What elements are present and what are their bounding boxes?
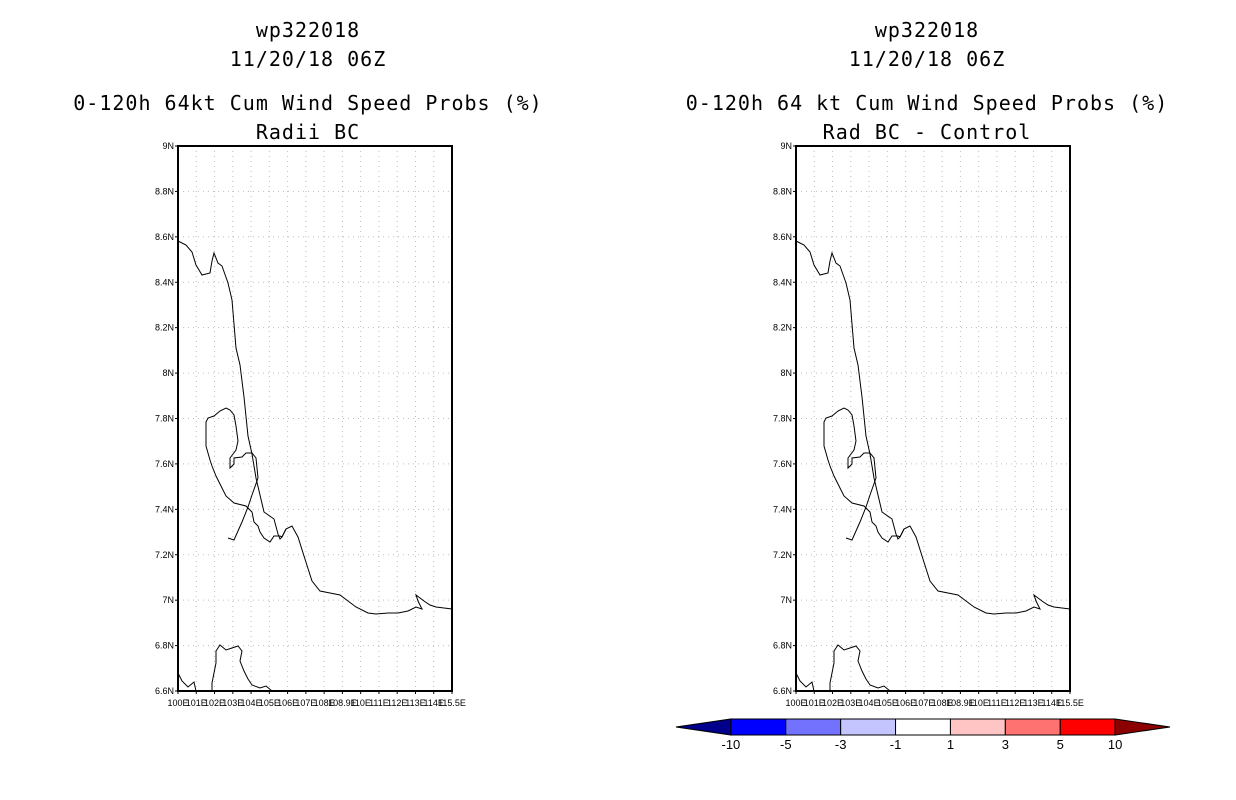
colorbar-label: 10	[1108, 737, 1122, 752]
x-tick-label: 103E	[222, 698, 243, 708]
x-tick-label: 108.9E	[328, 698, 357, 708]
y-tick-label: 7.8N	[773, 414, 792, 424]
y-tick-label: 7.6N	[773, 459, 792, 469]
colorbar-label: -1	[890, 737, 902, 752]
colorbar-swatch	[1004, 718, 1061, 736]
x-tick-label: 115.5E	[438, 698, 466, 708]
coastline	[177, 240, 453, 615]
x-tick-label: 108.9E	[946, 698, 975, 708]
x-tick-label: 108E	[314, 698, 335, 708]
y-tick-label: 9N	[162, 141, 174, 151]
colorbar-label: 1	[947, 737, 954, 752]
y-tick-label: 7.4N	[155, 504, 174, 514]
y-tick-label: 8.4N	[773, 277, 792, 287]
y-tick-label: 8.2N	[773, 323, 792, 333]
y-tick-label: 6.6N	[773, 686, 792, 696]
coastline	[795, 240, 1071, 615]
panel-2-storm-id: wp322018	[874, 18, 980, 42]
x-tick-label: 114E	[424, 698, 444, 708]
colorbar-max-arrow	[1114, 718, 1171, 736]
x-tick-label: 106E	[277, 698, 298, 708]
y-tick-label: 8.6N	[773, 232, 792, 242]
x-tick-label: 115.5E	[1056, 698, 1084, 708]
x-tick-label: 101E	[804, 698, 825, 708]
x-tick-label: 100E	[167, 698, 188, 708]
panel-1-subtitle: Radii BC	[255, 120, 361, 144]
x-tick-label: 114E	[1042, 698, 1062, 708]
x-tick-label: 107E	[295, 698, 316, 708]
y-tick-label: 7.2N	[773, 550, 792, 560]
panel-2-title-block: wp322018 11/20/18 06Z	[618, 16, 1236, 74]
coastline	[829, 644, 891, 692]
y-tick-label: 8.8N	[155, 186, 174, 196]
panel-1-datetime: 11/20/18 06Z	[229, 47, 387, 71]
x-tick-label: 105E	[877, 698, 898, 708]
y-tick-label: 7N	[780, 595, 792, 605]
panel-2-subtitle: Rad BC - Control	[822, 120, 1032, 144]
y-tick-label: 9N	[780, 141, 792, 151]
panel-1-title: 0-120h 64kt Cum Wind Speed Probs (%) Rad…	[0, 89, 616, 147]
x-tick-label: 110E	[350, 698, 370, 708]
colorbar-swatch	[949, 718, 1006, 736]
colorbar-label: -10	[721, 737, 740, 752]
x-tick-label: 103E	[840, 698, 861, 708]
y-tick-label: 6.8N	[155, 641, 174, 651]
coastline	[211, 644, 273, 692]
colorbar-swatch	[895, 718, 951, 736]
y-tick-label: 8N	[162, 368, 174, 378]
y-tick-label: 8N	[780, 368, 792, 378]
y-tick-label: 7.2N	[155, 550, 174, 560]
y-tick-label: 7N	[162, 595, 174, 605]
panel-2-title: 0-120h 64 kt Cum Wind Speed Probs (%) Ra…	[618, 89, 1236, 147]
y-tick-label: 6.6N	[155, 686, 174, 696]
x-tick-label: 104E	[241, 698, 262, 708]
colorbar: -10 -5 -3 -1 1 3 5 10	[675, 718, 1171, 752]
coastline	[795, 672, 815, 692]
x-tick-label: 111E	[369, 698, 389, 708]
colorbar-label: -5	[780, 737, 792, 752]
y-tick-label: 8.4N	[155, 277, 174, 287]
panel-2-product: 0-120h 64 kt Cum Wind Speed Probs (%)	[685, 91, 1169, 115]
x-tick-label: 111E	[987, 698, 1007, 708]
map-panel-2: 9N 8.8N 8.6N 8.4N 8.2N 8N 7.8N 7.6N 7.4N 7.2N 7N 6.…	[773, 141, 1084, 708]
x-tick-label: 100E	[785, 698, 806, 708]
colorbar-swatch	[1059, 718, 1116, 736]
y-tick-label: 7.6N	[155, 459, 174, 469]
map-panel-1: 9N 8.8N 8.6N 8.4N 8.2N 8N 7.8N 7.6N 7.4N 7.2N 7N 6.…	[155, 141, 466, 708]
colorbar-swatch	[840, 718, 897, 736]
y-tick-label: 6.8N	[773, 641, 792, 651]
x-tick-label: 107E	[913, 698, 934, 708]
x-tick-label: 102E	[822, 698, 843, 708]
panel-2-datetime: 11/20/18 06Z	[848, 47, 1006, 71]
x-tick-label: 101E	[186, 698, 207, 708]
y-tick-label: 7.4N	[773, 504, 792, 514]
x-tick-label: 110E	[968, 698, 988, 708]
x-tick-label: 112E	[387, 698, 407, 708]
x-tick-label: 104E	[859, 698, 880, 708]
x-tick-label: 102E	[204, 698, 225, 708]
coastline	[177, 672, 197, 692]
y-tick-label: 8.6N	[155, 232, 174, 242]
y-tick-label: 8.2N	[155, 323, 174, 333]
x-tick-label: 113E	[405, 698, 425, 708]
coastline	[823, 407, 905, 543]
x-tick-label: 108E	[932, 698, 953, 708]
coastline	[205, 407, 287, 543]
x-tick-label: 113E	[1023, 698, 1043, 708]
y-tick-label: 7.8N	[155, 414, 174, 424]
colorbar-swatch	[785, 718, 842, 736]
panel-1-title-block: wp322018 11/20/18 06Z	[0, 16, 616, 74]
colorbar-swatch	[730, 718, 787, 736]
colorbar-label: 3	[1002, 737, 1009, 752]
x-tick-label: 106E	[895, 698, 916, 708]
panel-1-storm-id: wp322018	[255, 18, 361, 42]
y-tick-label: 8.8N	[773, 186, 792, 196]
panel-1-product: 0-120h 64kt Cum Wind Speed Probs (%)	[73, 91, 543, 115]
colorbar-label: -3	[835, 737, 847, 752]
x-tick-label: 112E	[1005, 698, 1025, 708]
colorbar-min-arrow	[675, 718, 732, 736]
colorbar-label: 5	[1057, 737, 1064, 752]
x-tick-label: 105E	[259, 698, 280, 708]
